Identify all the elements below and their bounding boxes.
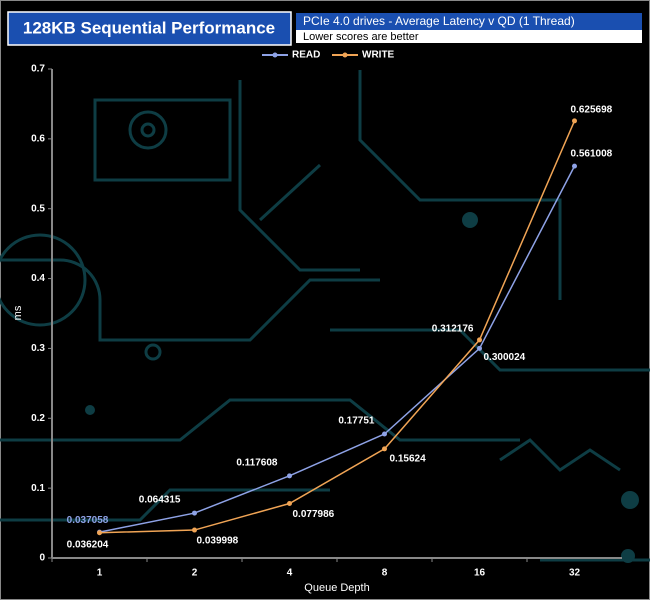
legend-label: READ: [292, 50, 320, 61]
data-point: [287, 473, 292, 479]
y-tick-label: 0.6: [31, 133, 45, 144]
data-label: 0.312176: [432, 324, 474, 335]
data-label: 0.561008: [571, 149, 613, 160]
chart-note: Lower scores are better: [303, 31, 419, 43]
y-tick-label: 0.4: [31, 273, 45, 284]
x-tick-label: 16: [474, 568, 486, 579]
y-tick-label: 0.7: [31, 64, 45, 75]
x-tick-label: 4: [287, 568, 293, 579]
data-label: 0.625698: [571, 105, 613, 116]
data-point: [572, 163, 577, 169]
title-box: [7, 11, 292, 46]
data-label: 0.077986: [293, 509, 335, 520]
x-axis-label: Queue Depth: [304, 582, 369, 594]
y-tick-label: 0.5: [31, 203, 45, 214]
chart-subtitle: PCIe 4.0 drives - Average Latency v QD (…: [303, 14, 575, 28]
data-label: 0.300024: [484, 352, 526, 363]
y-tick-label: 0.3: [31, 343, 45, 354]
data-point: [382, 446, 387, 452]
x-tick-label: 32: [569, 568, 581, 579]
legend-marker: [272, 52, 278, 58]
data-point: [572, 118, 577, 124]
data-point: [477, 337, 482, 343]
x-tick-label: 1: [97, 568, 103, 579]
series-line: [99, 120, 576, 534]
data-label: 0.036204: [67, 539, 109, 550]
data-point: [97, 530, 102, 536]
data-label: 0.15624: [390, 453, 427, 464]
subtitle-box: [296, 13, 642, 30]
data-label: 0.17751: [338, 416, 375, 427]
y-tick-label: 0: [39, 553, 45, 564]
legend-marker: [342, 52, 348, 58]
x-tick-label: 8: [382, 568, 388, 579]
data-label: 0.039998: [197, 536, 239, 547]
x-tick-label: 2: [192, 568, 198, 579]
data-point: [477, 345, 482, 351]
circuit-decoration: [0, 70, 650, 563]
data-point: [287, 501, 292, 507]
chart-title: 128KB Sequential Performance: [23, 18, 275, 37]
data-label: 0.037058: [67, 515, 109, 526]
data-label: 0.117608: [236, 457, 278, 468]
data-point: [382, 431, 387, 437]
series-line: [99, 165, 576, 533]
y-axis-label: ms: [12, 305, 24, 320]
data-point: [192, 527, 197, 533]
data-label: 0.064315: [139, 495, 181, 506]
y-tick-label: 0.2: [31, 413, 45, 424]
note-box: [296, 30, 642, 43]
legend-label: WRITE: [362, 50, 395, 61]
y-tick-label: 0.1: [31, 483, 45, 494]
data-point: [192, 510, 197, 516]
